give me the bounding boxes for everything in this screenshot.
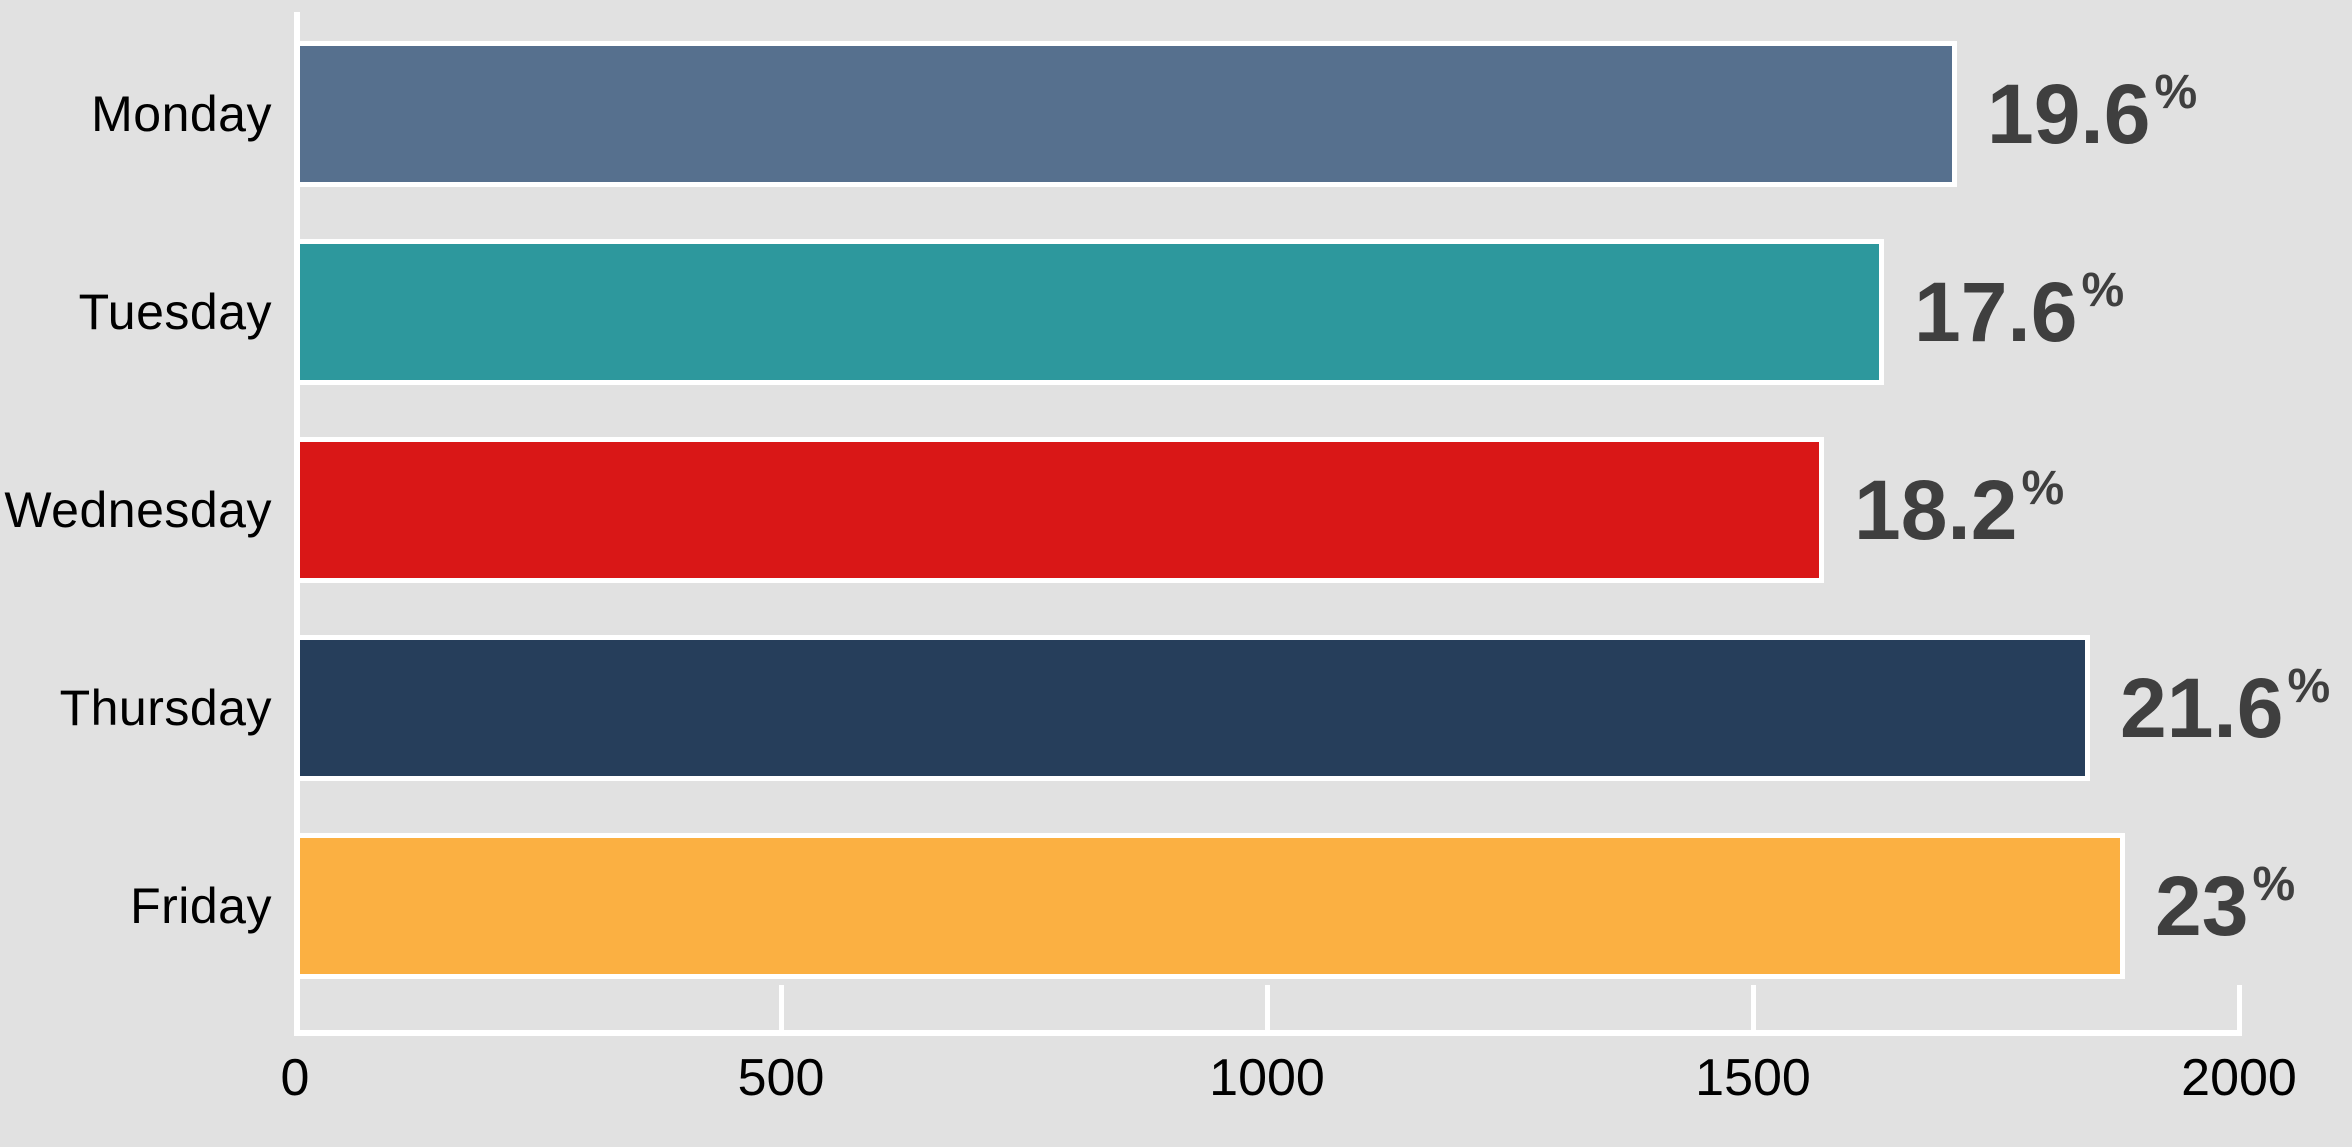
data-label-value: 19.6 [1987,66,2151,161]
data-label-value: 17.6 [1914,264,2078,359]
bar-wednesday [300,442,1819,578]
percent-sign: % [2252,857,2296,911]
gridline-500 [779,985,784,1030]
bar-thursday [300,640,2085,776]
category-label-monday: Monday [91,86,272,142]
data-label-tuesday: 17.6% [1914,244,2124,380]
percent-sign: % [2287,659,2331,713]
x-tick-label-2000: 2000 [2181,1049,2297,1107]
bar-tuesday [300,244,1879,380]
data-label-friday: 23% [2155,838,2295,974]
data-label-thursday: 21.6% [2120,640,2330,776]
gridline-1000 [1265,985,1270,1030]
gridline-2000 [2237,985,2242,1030]
percent-sign: % [2021,461,2065,515]
x-tick-label-500: 500 [737,1049,825,1107]
x-tick-label-0: 0 [280,1049,310,1107]
data-label-value: 18.2 [1854,462,2018,557]
category-label-tuesday: Tuesday [78,284,272,340]
percent-sign: % [2154,65,2198,119]
x-tick-label-1000: 1000 [1209,1049,1325,1107]
x-axis-line [294,1030,2242,1036]
category-label-friday: Friday [130,878,272,934]
y-axis-line [294,12,300,1036]
category-label-thursday: Thursday [59,680,272,736]
bar-monday [300,46,1952,182]
data-label-wednesday: 18.2% [1854,442,2064,578]
data-label-monday: 19.6% [1987,46,2197,182]
data-label-value: 23 [2155,858,2249,953]
x-tick-label-1500: 1500 [1695,1049,1811,1107]
category-label-wednesday: Wednesday [4,482,272,538]
gridline-1500 [1751,985,1756,1030]
data-label-value: 21.6 [2120,660,2284,755]
bar-friday [300,838,2120,974]
percent-sign: % [2081,263,2125,317]
